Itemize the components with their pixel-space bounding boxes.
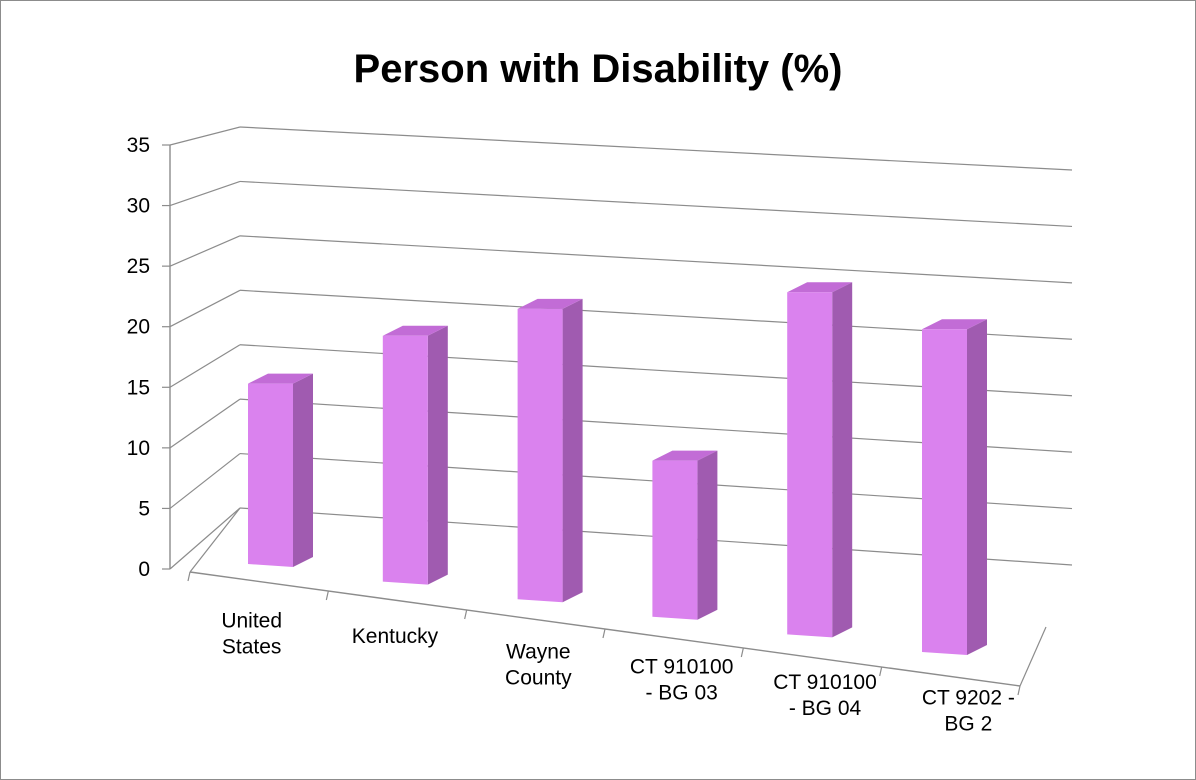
bar-top: [248, 373, 313, 384]
gridline: [239, 235, 1073, 284]
bar-top: [787, 282, 853, 293]
bar-front: [517, 308, 563, 603]
x-tick: [325, 590, 329, 601]
x-category-labels: United States Kentucky Wayne County CT 910100…: [221, 610, 1015, 736]
bar-side: [832, 282, 853, 638]
bar-top: [922, 319, 987, 330]
bar-side: [427, 325, 448, 585]
chart-title: Person with Disability (%): [354, 47, 843, 91]
y-tick-label: 20: [127, 316, 150, 339]
side-gridline: [169, 344, 241, 388]
bar: [248, 373, 313, 567]
bar-front: [787, 292, 833, 638]
bar-side: [293, 373, 313, 567]
y-tick-label: 10: [127, 437, 150, 460]
bar-top: [652, 450, 718, 461]
x-category-label: CT 9202 -BG 2: [922, 686, 1015, 735]
side-gridline: [169, 235, 241, 267]
y-tick-labels: 0 5 10 15 20 25 30 35: [127, 134, 150, 581]
y-tick-label: 0: [138, 558, 150, 581]
bar: [517, 298, 583, 603]
bar-front: [382, 335, 428, 585]
x-tick: [1017, 685, 1021, 696]
y-tick-label: 35: [127, 134, 150, 157]
y-tick-label: 25: [127, 255, 150, 278]
bar: [787, 282, 853, 638]
x-tick: [464, 609, 468, 620]
side-gridline: [169, 453, 241, 509]
x-tick: [602, 628, 606, 639]
bar-side: [697, 450, 718, 620]
floor-left-edge: [189, 507, 241, 573]
bar: [382, 325, 448, 585]
bar: [652, 450, 718, 620]
axes: [162, 144, 1047, 696]
side-gridline: [169, 126, 241, 146]
bar-side: [562, 298, 583, 603]
x-tick: [187, 571, 191, 582]
floor-right-edge: [1019, 626, 1047, 687]
x-tick: [879, 666, 883, 677]
side-gridline: [169, 180, 241, 207]
side-gridline: [169, 507, 241, 570]
bar-front: [248, 383, 293, 567]
x-tick: [740, 647, 744, 658]
side-gridline: [169, 398, 241, 449]
x-category-label: Kentucky: [352, 625, 439, 648]
y-tick-label: 15: [127, 376, 150, 399]
bars: [248, 282, 987, 655]
gridline: [239, 180, 1073, 228]
y-tick-label: 30: [127, 195, 150, 218]
bar: [922, 319, 987, 655]
x-category-label: CT 910100- BG 03: [630, 656, 734, 705]
bar-front: [652, 460, 698, 620]
gridline: [239, 126, 1073, 171]
bar-side: [967, 319, 987, 655]
x-category-label: Wayne County: [505, 640, 572, 689]
y-tick-label: 5: [138, 497, 150, 520]
x-category-label: United States: [221, 610, 282, 659]
side-gridline: [169, 289, 241, 328]
bar-top: [382, 325, 448, 336]
x-category-label: CT 910100- BG 04: [773, 671, 877, 720]
bar-front: [922, 329, 967, 655]
bar-top: [517, 298, 583, 309]
